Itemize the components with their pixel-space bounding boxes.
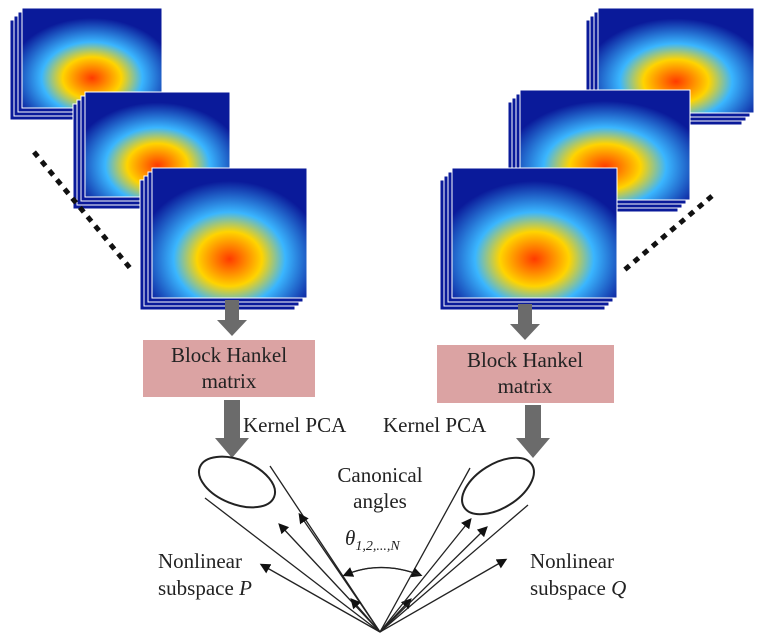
box-label: matrix (202, 369, 257, 393)
subspace-text: subspace (158, 576, 234, 600)
theta-symbol: θ (345, 526, 355, 550)
box-label: Block Hankel (171, 343, 287, 367)
subspace-label: Nonlinear (158, 549, 242, 573)
frame (152, 168, 307, 298)
depth-frames (10, 8, 754, 310)
frame (452, 168, 617, 298)
diagram: Block Hankel matrix Block Hankel matrix … (0, 0, 761, 641)
theta: θ1,2,...,N (345, 526, 400, 554)
canonical-label: Canonical (337, 463, 422, 487)
box-label: matrix (498, 374, 553, 398)
kernel-label: Kernel PCA (243, 413, 347, 437)
box-label: Block Hankel (467, 348, 583, 372)
subspace-symbol: Q (611, 576, 626, 600)
subspace-label: subspace P (158, 576, 252, 600)
theta-subscript: 1,2,...,N (355, 539, 400, 554)
canonical-label: angles (353, 489, 407, 513)
subspace-label: subspace Q (530, 576, 626, 600)
subspace-label: Nonlinear (530, 549, 614, 573)
subspace-text: subspace (530, 576, 606, 600)
kernel-label: Kernel PCA (383, 413, 487, 437)
subspace-symbol: P (238, 576, 252, 600)
